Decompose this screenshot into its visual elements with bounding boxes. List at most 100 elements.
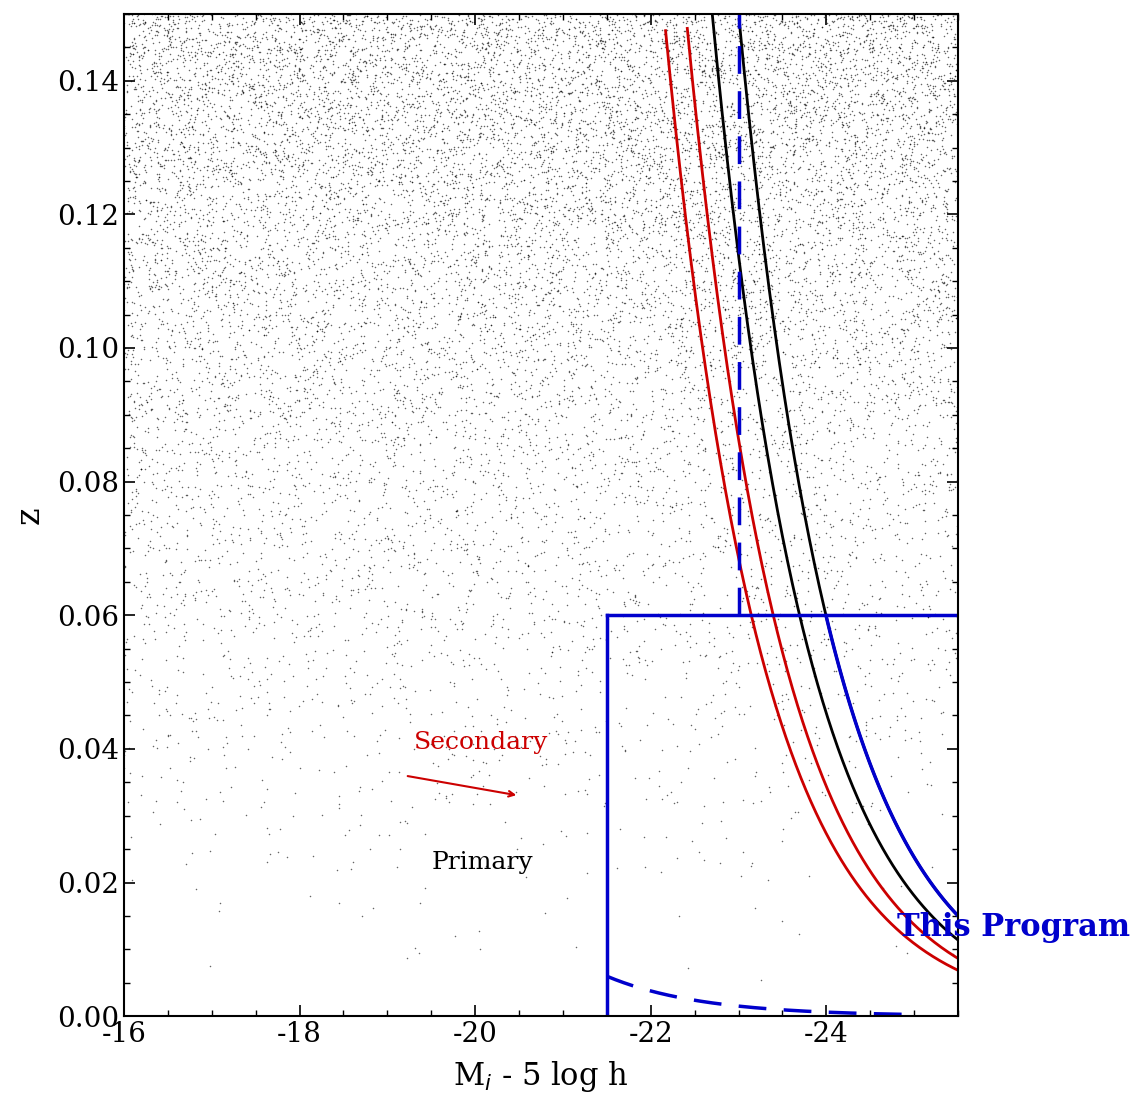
Point bbox=[532, 129, 551, 146]
Point bbox=[279, 9, 298, 27]
Point bbox=[539, 172, 557, 189]
Point bbox=[386, 355, 405, 372]
Point bbox=[711, 14, 730, 32]
Point bbox=[773, 116, 791, 134]
Point bbox=[592, 567, 610, 585]
Point bbox=[575, 510, 593, 527]
Point bbox=[919, 78, 937, 95]
Point bbox=[613, 172, 632, 189]
Point bbox=[687, 140, 706, 157]
Point bbox=[222, 45, 241, 63]
Point bbox=[592, 72, 610, 90]
Point bbox=[328, 119, 347, 136]
Point bbox=[420, 148, 438, 166]
Point bbox=[759, 463, 777, 481]
Point bbox=[579, 391, 597, 409]
Point bbox=[353, 335, 372, 352]
Point bbox=[921, 301, 939, 319]
Point bbox=[243, 40, 261, 58]
Point bbox=[464, 473, 482, 491]
Point bbox=[621, 138, 640, 156]
Point bbox=[667, 622, 685, 639]
Point bbox=[218, 120, 236, 137]
Point bbox=[508, 514, 527, 532]
Point bbox=[271, 152, 290, 170]
Point bbox=[627, 492, 645, 510]
Point bbox=[251, 676, 269, 694]
Point bbox=[554, 23, 572, 41]
Point bbox=[166, 167, 185, 185]
Point bbox=[743, 22, 762, 40]
Point bbox=[547, 114, 565, 132]
Point bbox=[569, 206, 587, 224]
Point bbox=[148, 410, 166, 428]
Point bbox=[568, 217, 586, 235]
Point bbox=[624, 223, 642, 240]
Point bbox=[213, 305, 231, 322]
Point bbox=[598, 80, 617, 98]
Point bbox=[390, 532, 408, 550]
Point bbox=[780, 44, 798, 62]
Point bbox=[668, 6, 686, 23]
Point bbox=[455, 214, 473, 232]
Point bbox=[249, 32, 267, 50]
Point bbox=[451, 123, 470, 141]
Point bbox=[937, 182, 955, 199]
Point bbox=[781, 104, 799, 122]
Point bbox=[182, 811, 201, 829]
Point bbox=[634, 265, 652, 283]
Point bbox=[450, 43, 469, 61]
Point bbox=[252, 522, 270, 540]
Point bbox=[239, 603, 258, 620]
Point bbox=[668, 63, 686, 81]
Point bbox=[433, 194, 451, 212]
Point bbox=[148, 347, 166, 365]
Point bbox=[292, 510, 310, 527]
Point bbox=[903, 127, 921, 145]
Point bbox=[676, 369, 694, 387]
Point bbox=[234, 123, 252, 141]
Point bbox=[530, 104, 548, 122]
Point bbox=[612, 157, 630, 175]
Point bbox=[488, 25, 506, 43]
Point bbox=[137, 156, 155, 174]
Point bbox=[458, 57, 477, 74]
Point bbox=[336, 142, 355, 160]
Point bbox=[707, 164, 725, 182]
Point bbox=[569, 142, 587, 160]
Point bbox=[847, 732, 865, 750]
Point bbox=[463, 38, 481, 55]
Point bbox=[450, 107, 469, 125]
Point bbox=[563, 177, 581, 195]
Point bbox=[422, 618, 440, 636]
Point bbox=[365, 367, 383, 384]
Point bbox=[119, 294, 137, 311]
Point bbox=[170, 324, 188, 341]
Point bbox=[577, 101, 595, 119]
Point bbox=[489, 25, 507, 43]
Point bbox=[808, 13, 826, 31]
Point bbox=[611, 266, 629, 284]
Point bbox=[695, 647, 714, 665]
Point bbox=[536, 100, 554, 117]
Point bbox=[669, 553, 687, 571]
Point bbox=[202, 14, 220, 32]
Point bbox=[161, 400, 179, 418]
Point bbox=[705, 96, 723, 114]
Point bbox=[763, 143, 781, 161]
Point bbox=[638, 86, 657, 104]
Point bbox=[518, 869, 536, 886]
Point bbox=[828, 41, 846, 59]
Point bbox=[120, 249, 138, 267]
Point bbox=[646, 346, 665, 363]
Point bbox=[855, 217, 873, 235]
Point bbox=[596, 629, 614, 647]
Point bbox=[190, 352, 209, 370]
Point bbox=[865, 12, 884, 30]
Point bbox=[936, 162, 954, 179]
Point bbox=[119, 360, 137, 378]
Point bbox=[813, 78, 831, 95]
Point bbox=[613, 207, 632, 225]
Point bbox=[635, 218, 653, 236]
Point bbox=[489, 479, 507, 496]
